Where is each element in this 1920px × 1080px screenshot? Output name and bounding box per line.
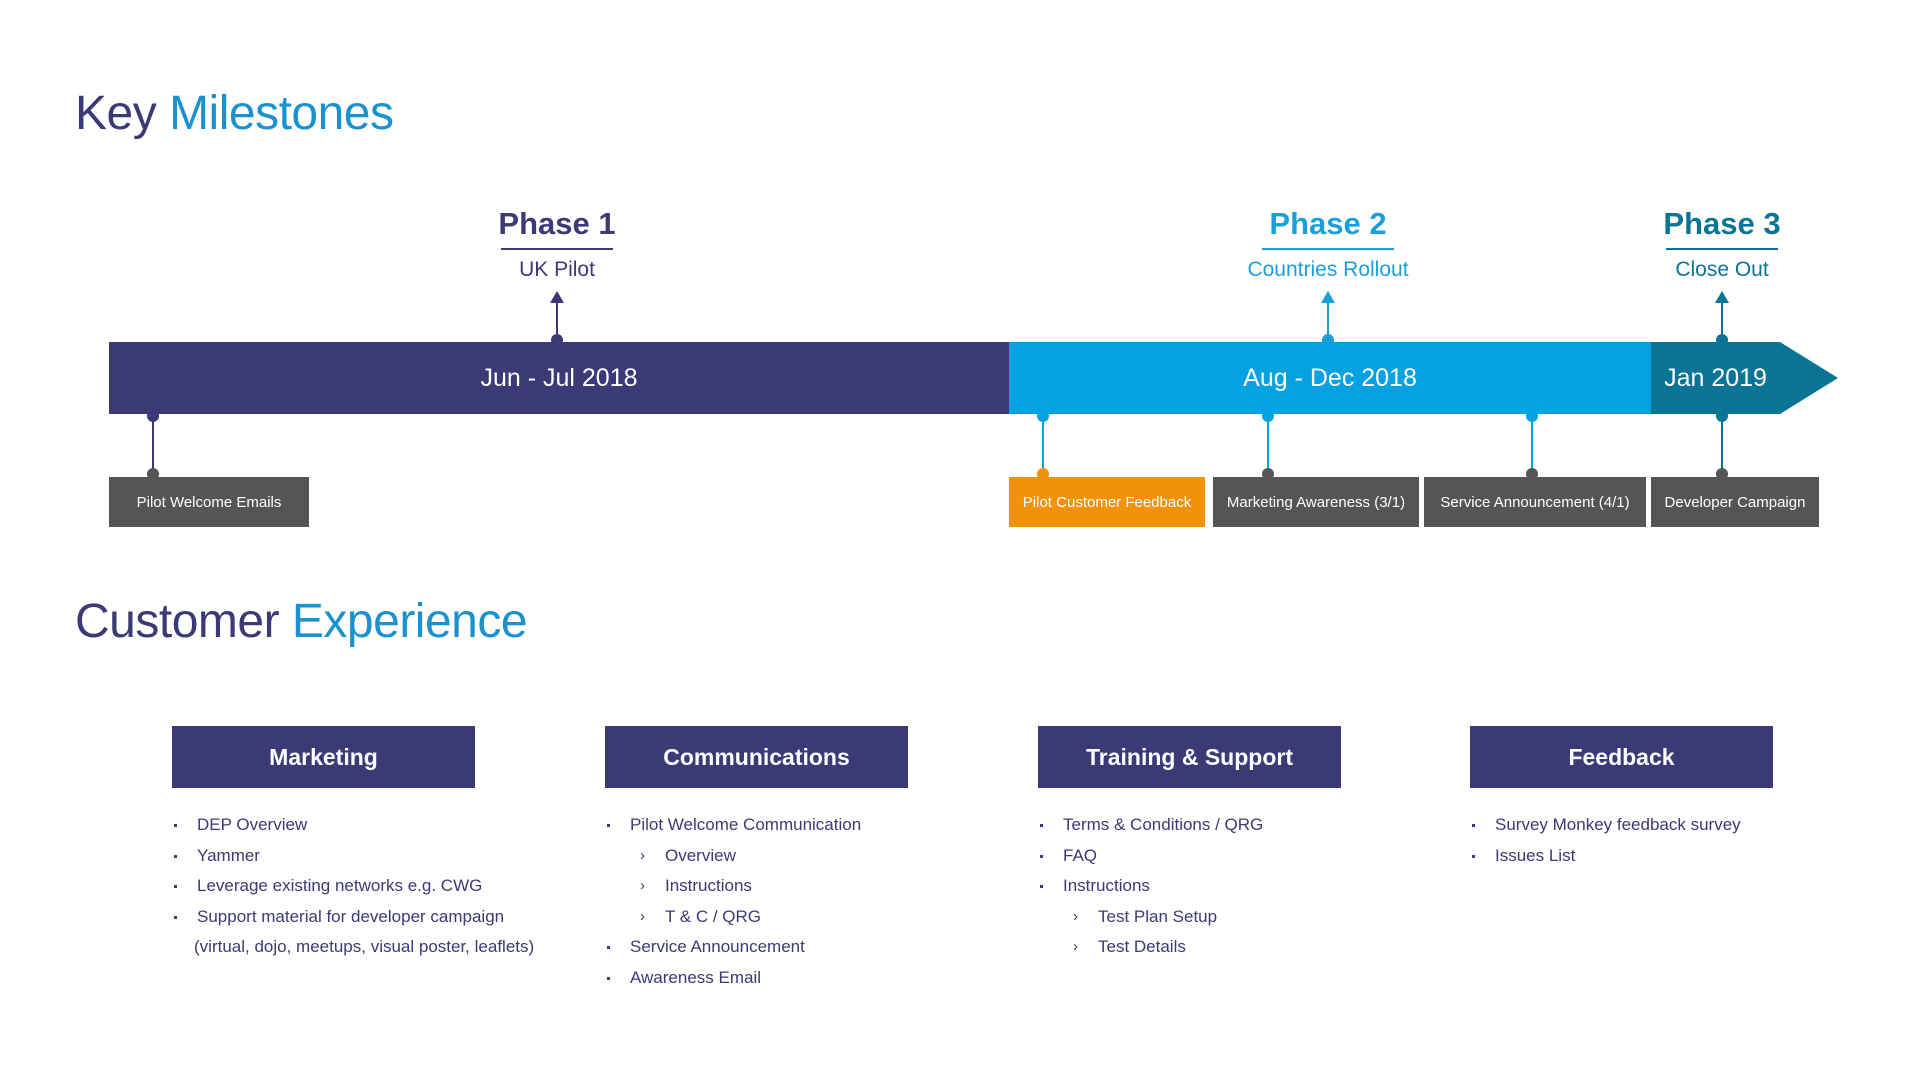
list-item: DEP Overview: [172, 810, 534, 841]
list-item: FAQ: [1038, 841, 1341, 872]
phase-1-name: Phase 1: [498, 206, 616, 241]
list-subitem: Test Plan Setup: [1038, 902, 1341, 933]
phase-1-rule: [501, 248, 613, 250]
list-item: Leverage existing networks e.g. CWG: [172, 871, 534, 902]
phase-1-arrow: [550, 291, 564, 346]
timeline-segment-jan-2019: Jan 2019: [1651, 342, 1780, 414]
list-item: Instructions: [1038, 871, 1341, 902]
milestone-connector-developer-campaign: [1716, 410, 1728, 480]
milestone-connector-pilot-feedback: [1037, 410, 1049, 480]
category-marketing: Marketing DEP Overview Yammer Leverage e…: [172, 726, 534, 963]
list-item: Service Announcement: [605, 932, 908, 963]
key-milestones-title: Key Milestones: [75, 86, 394, 141]
milestone-connector-service-announcement: [1526, 410, 1538, 480]
list-item: Issues List: [1470, 841, 1773, 872]
category-header-marketing: Marketing: [172, 726, 475, 788]
phase-2-rule: [1262, 248, 1394, 250]
list-subitem: Overview: [605, 841, 908, 872]
category-header-communications: Communications: [605, 726, 908, 788]
list-item: Support material for developer campaign: [172, 902, 534, 933]
milestone-marketing-awareness: Marketing Awareness (3/1): [1213, 477, 1419, 527]
phase-1: Phase 1 UK Pilot: [457, 206, 657, 282]
phase-2-arrow: [1321, 291, 1335, 346]
category-list-communications: Pilot Welcome Communication Overview Ins…: [605, 810, 908, 993]
list-item: Pilot Welcome Communication: [605, 810, 908, 841]
category-header-feedback: Feedback: [1470, 726, 1773, 788]
customer-experience-title-word1: Customer: [75, 595, 280, 648]
key-milestones-title-word1: Key: [75, 87, 157, 140]
list-subitem: T & C / QRG: [605, 902, 908, 933]
timeline-segment-aug-dec-2018: Aug - Dec 2018: [1009, 342, 1651, 414]
list-subitem: Test Details: [1038, 932, 1341, 963]
milestone-connector-pilot-welcome: [147, 410, 159, 480]
phase-3-rule: [1666, 248, 1778, 250]
phase-2-name: Phase 2: [1269, 206, 1387, 241]
key-milestones-title-word2: Milestones: [169, 87, 394, 140]
customer-experience-title-word2: Experience: [291, 595, 528, 648]
list-item: Survey Monkey feedback survey: [1470, 810, 1773, 841]
phase-2: Phase 2 Countries Rollout: [1218, 206, 1438, 282]
list-subitem: Instructions: [605, 871, 908, 902]
category-communications: Communications Pilot Welcome Communicati…: [605, 726, 908, 993]
milestone-connector-marketing-awareness: [1262, 410, 1274, 480]
phase-3-arrow: [1715, 291, 1729, 346]
list-item-continuation: (virtual, dojo, meetups, visual poster, …: [194, 937, 535, 956]
category-feedback: Feedback Survey Monkey feedback survey I…: [1470, 726, 1773, 871]
phase-1-subtitle: UK Pilot: [519, 258, 595, 281]
phase-3: Phase 3 Close Out: [1622, 206, 1822, 282]
milestone-service-announcement: Service Announcement (4/1): [1424, 477, 1646, 527]
milestone-pilot-welcome-emails: Pilot Welcome Emails: [109, 477, 309, 527]
list-item: Yammer: [172, 841, 534, 872]
category-list-feedback: Survey Monkey feedback survey Issues Lis…: [1470, 810, 1773, 871]
phase-3-name: Phase 3: [1663, 206, 1781, 241]
category-list-marketing: DEP Overview Yammer Leverage existing ne…: [172, 810, 534, 963]
list-item: Awareness Email: [605, 963, 908, 994]
list-item: Terms & Conditions / QRG: [1038, 810, 1341, 841]
timeline-arrowhead: [1780, 342, 1838, 414]
category-list-training-support: Terms & Conditions / QRG FAQ Instruction…: [1038, 810, 1341, 963]
timeline-segment-jun-jul-2018: Jun - Jul 2018: [109, 342, 1009, 414]
milestone-developer-campaign: Developer Campaign: [1651, 477, 1819, 527]
category-training-support: Training & Support Terms & Conditions / …: [1038, 726, 1341, 963]
category-header-training-support: Training & Support: [1038, 726, 1341, 788]
customer-experience-title: Customer Experience: [75, 594, 528, 649]
phase-2-subtitle: Countries Rollout: [1247, 258, 1409, 281]
milestone-pilot-customer-feedback: Pilot Customer Feedback: [1009, 477, 1205, 527]
phase-3-subtitle: Close Out: [1675, 258, 1769, 281]
